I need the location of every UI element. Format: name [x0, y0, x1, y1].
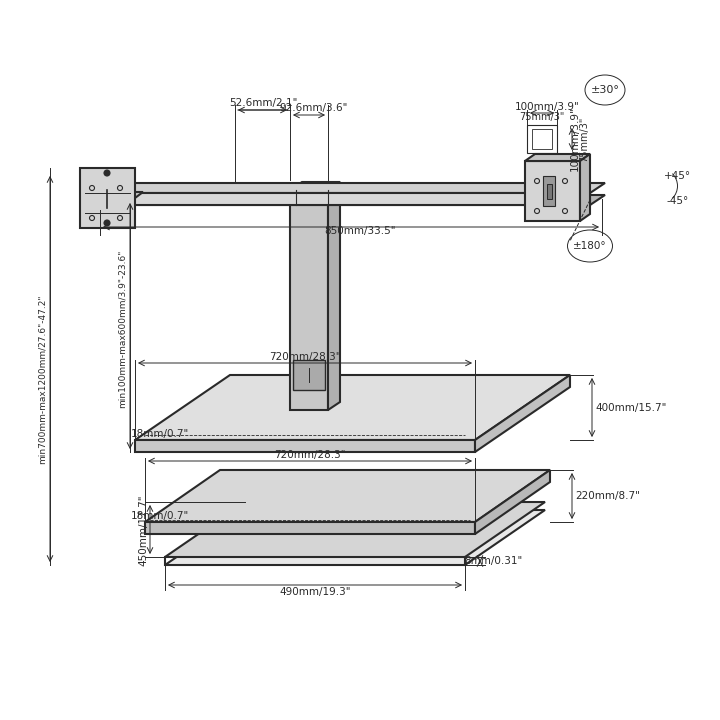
Polygon shape	[290, 182, 340, 190]
Text: 100mm/3.9": 100mm/3.9"	[515, 102, 580, 112]
Text: 220mm/8.7": 220mm/8.7"	[575, 491, 640, 501]
Text: 400mm/15.7": 400mm/15.7"	[595, 403, 667, 413]
Polygon shape	[145, 522, 475, 534]
Polygon shape	[165, 502, 545, 557]
Text: +45°: +45°	[665, 171, 692, 181]
Text: -45°: -45°	[667, 196, 689, 206]
Text: ±180°: ±180°	[573, 241, 607, 251]
Polygon shape	[100, 193, 590, 205]
Polygon shape	[293, 360, 325, 390]
Polygon shape	[547, 184, 552, 199]
Polygon shape	[165, 510, 545, 565]
Polygon shape	[475, 470, 550, 534]
Text: 75mm/3": 75mm/3"	[579, 117, 589, 162]
Text: ±30°: ±30°	[590, 85, 619, 95]
Polygon shape	[580, 154, 590, 221]
Polygon shape	[80, 168, 135, 228]
Polygon shape	[475, 375, 570, 452]
Polygon shape	[543, 176, 555, 206]
Polygon shape	[525, 154, 590, 161]
Polygon shape	[135, 375, 570, 440]
Polygon shape	[290, 190, 328, 410]
Text: 720mm/28.3": 720mm/28.3"	[269, 352, 341, 362]
Polygon shape	[328, 182, 340, 410]
Polygon shape	[80, 192, 143, 198]
Text: 8mm/0.31": 8mm/0.31"	[464, 556, 522, 566]
Polygon shape	[525, 161, 580, 221]
Circle shape	[104, 170, 110, 176]
Text: 490mm/19.3": 490mm/19.3"	[279, 587, 351, 597]
Text: 18mm/0.7": 18mm/0.7"	[131, 429, 189, 439]
Circle shape	[104, 220, 110, 226]
Text: 92.6mm/3.6": 92.6mm/3.6"	[280, 103, 348, 113]
Text: 850mm/33.5": 850mm/33.5"	[324, 226, 396, 236]
Text: 720mm/28.3": 720mm/28.3"	[274, 450, 346, 460]
Text: min700mm-max1200mm/27.6"-47.2": min700mm-max1200mm/27.6"-47.2"	[37, 294, 47, 464]
Text: 100mm/3.9": 100mm/3.9"	[570, 107, 580, 171]
Text: 450mm/17.7": 450mm/17.7"	[138, 494, 148, 566]
Text: 75mm/3": 75mm/3"	[519, 112, 564, 122]
Polygon shape	[100, 183, 605, 193]
Text: 52.6mm/2.1": 52.6mm/2.1"	[229, 98, 297, 108]
Polygon shape	[135, 440, 475, 452]
Text: 18mm/0.7": 18mm/0.7"	[131, 511, 189, 521]
Polygon shape	[145, 470, 550, 522]
Text: min100mm-max600mm/3.9"-23.6": min100mm-max600mm/3.9"-23.6"	[117, 250, 127, 408]
Polygon shape	[100, 195, 605, 205]
